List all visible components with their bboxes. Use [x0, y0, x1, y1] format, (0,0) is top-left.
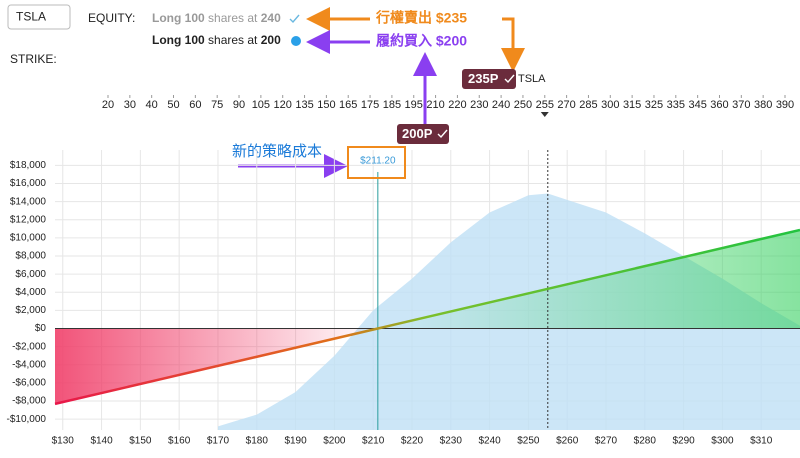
x-tick-label: $300 — [711, 436, 734, 447]
x-tick-label: $190 — [284, 436, 307, 447]
check-icon — [437, 129, 448, 139]
x-tick-label: $290 — [672, 436, 695, 447]
strike-label: 165 — [339, 99, 357, 111]
y-tick-label: $4,000 — [15, 287, 46, 298]
strike-label: 60 — [189, 99, 201, 111]
y-tick-label: $6,000 — [15, 269, 46, 280]
position-qty: Long 100 — [152, 33, 205, 47]
position-2: Long 100 shares at 200 — [152, 33, 281, 47]
strike-label: 240 — [492, 99, 510, 111]
chart: $130 $140 $150 $160 $170 $180 $190 $200 $210 $220… — [7, 150, 800, 447]
underlying-tag: TSLA — [518, 73, 546, 85]
strike-label: 105 — [252, 99, 270, 111]
ticker-input[interactable] — [7, 4, 71, 30]
position-price: 240 — [261, 11, 281, 25]
strike-label: 300 — [601, 99, 619, 111]
strike-label: 150 — [317, 99, 335, 111]
strike-label: 335 — [667, 99, 685, 111]
spot-marker — [540, 112, 549, 117]
strike-label: 90 — [233, 99, 245, 111]
y-tick-label: $12,000 — [10, 214, 47, 225]
y-tick-label: -$2,000 — [12, 341, 46, 352]
strike-label: 135 — [295, 99, 313, 111]
x-tick-label: $200 — [323, 436, 346, 447]
y-tick-label: $8,000 — [15, 251, 46, 262]
strike-label: 20 — [102, 99, 114, 111]
position-text: shares at — [208, 11, 258, 25]
strike-label: 270 — [557, 99, 575, 111]
y-tick-label: $16,000 — [10, 178, 47, 189]
x-tick-label: $280 — [634, 436, 657, 447]
x-tick-label: $150 — [129, 436, 152, 447]
strike-label: 220 — [448, 99, 466, 111]
y-tick-label: $0 — [35, 323, 47, 334]
ticker-text: TSLA — [16, 10, 46, 24]
strike-label: STRIKE: — [10, 52, 57, 66]
strike-label: 250 — [514, 99, 532, 111]
y-tick-label: $10,000 — [10, 233, 47, 244]
strike-label: 285 — [579, 99, 597, 111]
strike-tag[interactable] — [397, 124, 449, 144]
x-tick-label: $250 — [517, 436, 540, 447]
position-price: 200 — [261, 33, 281, 47]
x-tick-label: $170 — [207, 436, 230, 447]
strike-label: 360 — [710, 99, 728, 111]
annotation-buy: 履約買入 $200 — [376, 33, 467, 49]
strike-label: 370 — [732, 99, 750, 111]
strike-label: 390 — [776, 99, 794, 111]
annotation-sell: 行權賣出 $235 — [375, 10, 467, 26]
x-tick-label: $240 — [478, 436, 501, 447]
strike-label: 325 — [645, 99, 663, 111]
x-tick-label: $140 — [90, 436, 113, 447]
y-tick-label: $18,000 — [10, 160, 47, 171]
y-tick-label: $14,000 — [10, 196, 47, 207]
strike-label: 175 — [361, 99, 379, 111]
strike-label: 255 — [536, 99, 554, 111]
y-tick-label: -$10,000 — [7, 414, 47, 425]
y-tick-label: -$6,000 — [12, 378, 46, 389]
x-tick-label: $310 — [750, 436, 773, 447]
x-tick-label: $180 — [246, 436, 269, 447]
strike-tag[interactable] — [462, 69, 516, 89]
highlight-box — [347, 146, 406, 179]
check-icon — [289, 14, 300, 24]
x-tick-label: $160 — [168, 436, 191, 447]
strike-label: 40 — [146, 99, 158, 111]
y-tick-label: $2,000 — [15, 305, 46, 316]
strike-label: 50 — [167, 99, 179, 111]
y-tick-label: -$4,000 — [12, 359, 46, 370]
check-icon — [504, 74, 515, 84]
payoff-line — [54, 228, 800, 406]
strike-tag-text: 235P — [468, 71, 499, 86]
strike-label: 75 — [211, 99, 223, 111]
strike-label: 195 — [405, 99, 423, 111]
equity-label: EQUITY: — [88, 11, 135, 25]
position-1: Long 100 shares at 240 — [152, 11, 281, 25]
strike-label: 380 — [754, 99, 772, 111]
arrow — [501, 17, 525, 72]
breakeven-label: $211.20 — [360, 156, 396, 167]
stock-icon — [291, 36, 301, 46]
strike-label: 120 — [274, 99, 292, 111]
x-tick-label: $260 — [556, 436, 579, 447]
position-text: shares at — [208, 33, 258, 47]
position-qty: Long 100 — [152, 11, 205, 25]
y-tick-label: -$8,000 — [12, 396, 46, 407]
strike-label: 185 — [383, 99, 401, 111]
x-tick-label: $220 — [401, 436, 424, 447]
strike-label: 30 — [124, 99, 136, 111]
strike-label: 315 — [623, 99, 641, 111]
x-tick-label: $130 — [52, 436, 75, 447]
strike-label: 210 — [426, 99, 444, 111]
x-tick-label: $210 — [362, 436, 385, 447]
strike-tag-text: 200P — [402, 126, 433, 141]
x-tick-label: $230 — [440, 436, 463, 447]
strike-label: 345 — [688, 99, 706, 111]
x-tick-label: $270 — [595, 436, 618, 447]
strike-label: 230 — [470, 99, 488, 111]
annotation-cost: 新的策略成本 — [232, 143, 322, 160]
